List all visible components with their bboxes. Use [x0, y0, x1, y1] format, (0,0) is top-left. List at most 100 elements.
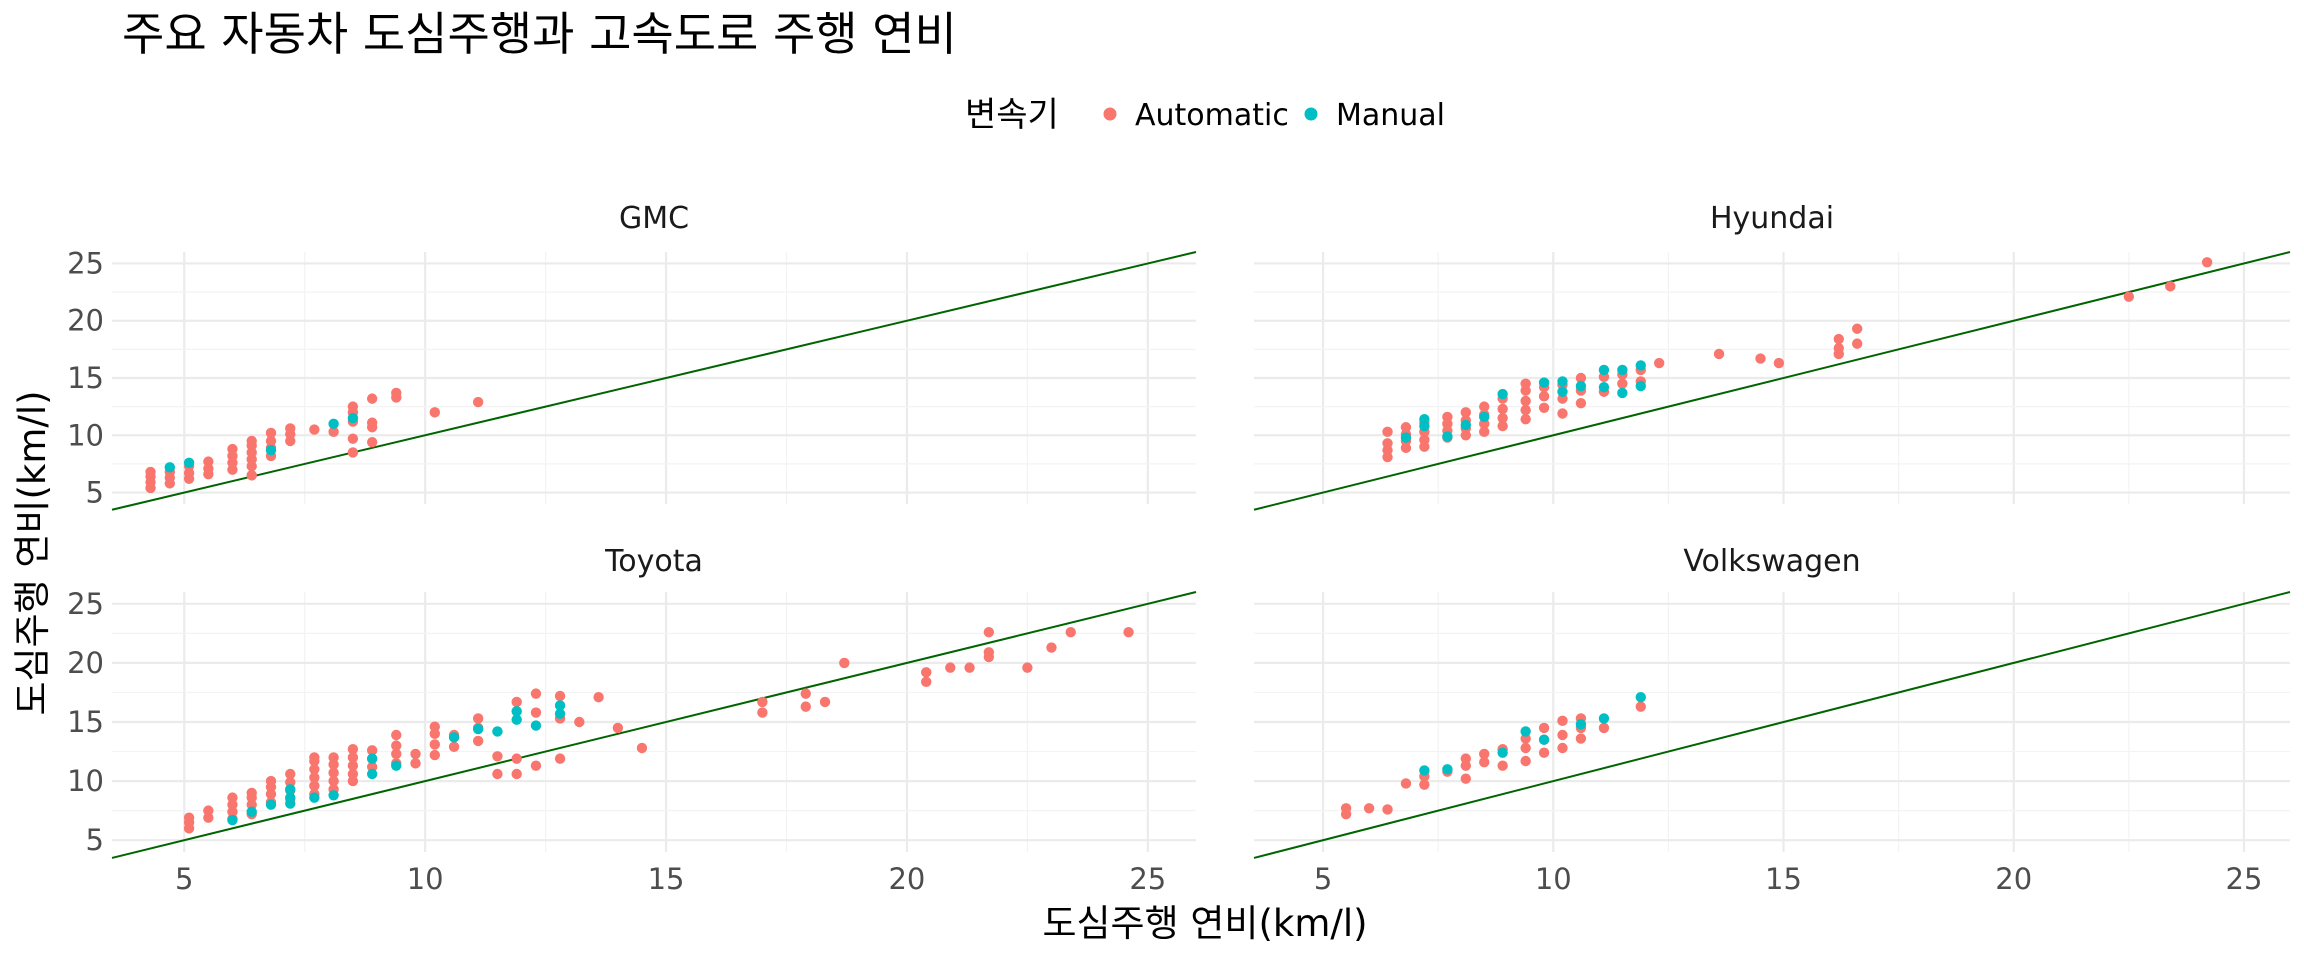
point-automatic [1479, 426, 1490, 438]
point-automatic [1382, 804, 1393, 815]
point-automatic [511, 696, 522, 708]
x-tick-label: 5 [175, 862, 193, 896]
point-automatic [1363, 803, 1375, 814]
point-automatic [757, 696, 768, 708]
point-automatic [285, 768, 296, 780]
x-tick-label: 10 [407, 862, 444, 896]
point-manual [1400, 432, 1412, 443]
points-volkswagen [1340, 691, 1646, 820]
point-automatic [1442, 411, 1453, 423]
point-manual [1575, 719, 1587, 730]
point-automatic [757, 707, 768, 718]
point-manual [1557, 386, 1568, 397]
point-automatic [1575, 372, 1587, 384]
chart-title: 주요 자동차 도심주행과 고속도로 주행 연비 [122, 7, 957, 61]
point-automatic [983, 647, 995, 658]
point-automatic [1833, 333, 1844, 345]
point-automatic [819, 696, 831, 708]
grid-volkswagen [1254, 592, 2290, 852]
point-manual [448, 732, 460, 743]
point-automatic [309, 772, 320, 783]
grid-hyundai [1254, 252, 2290, 504]
legend-label-manual: Manual [1336, 98, 1445, 133]
x-tick-label: 20 [888, 862, 925, 896]
point-automatic [347, 401, 359, 412]
point-automatic [636, 742, 648, 754]
y-tick-label: 15 [67, 705, 104, 739]
point-automatic [964, 662, 975, 673]
point-automatic [366, 436, 378, 448]
point-manual [1575, 380, 1587, 392]
point-manual [1520, 726, 1531, 737]
point-automatic [1538, 402, 1550, 413]
point-automatic [1340, 803, 1352, 814]
point-manual [1635, 380, 1646, 392]
point-automatic [1520, 742, 1531, 754]
point-manual [265, 444, 277, 456]
point-automatic [1497, 403, 1508, 415]
facet-label-toyota: Toyota [604, 544, 703, 579]
point-manual [366, 753, 378, 764]
point-manual [1538, 734, 1550, 745]
point-automatic [328, 775, 339, 787]
point-automatic [1479, 401, 1490, 412]
legend: 변속기 Automatic Manual [965, 95, 1445, 135]
point-automatic [1557, 729, 1568, 741]
point-automatic [183, 812, 195, 823]
point-manual [1497, 388, 1508, 400]
point-automatic [492, 751, 503, 762]
point-manual [511, 714, 522, 725]
point-automatic [1755, 353, 1766, 364]
point-automatic [265, 435, 277, 447]
y-tick-label: 5 [86, 823, 104, 857]
point-automatic [1851, 323, 1863, 334]
point-automatic [265, 427, 277, 439]
point-automatic [1460, 407, 1472, 418]
point-automatic [2165, 281, 2176, 292]
point-automatic [1460, 773, 1472, 784]
point-automatic [839, 657, 850, 669]
point-automatic [1520, 395, 1531, 407]
point-manual [1617, 387, 1628, 399]
point-automatic [309, 424, 320, 435]
point-automatic [309, 764, 320, 775]
point-automatic [246, 787, 257, 799]
point-automatic [800, 688, 811, 699]
point-manual [1419, 765, 1430, 776]
point-automatic [511, 768, 522, 780]
panel-volkswagen: Volkswagen 5 10 15 20 25 [1253, 544, 2291, 896]
point-automatic [391, 748, 402, 760]
point-manual [183, 457, 195, 468]
point-automatic [800, 701, 811, 712]
point-automatic [1400, 422, 1412, 433]
point-automatic [227, 792, 238, 803]
point-automatic [1382, 426, 1393, 438]
point-automatic [2123, 291, 2135, 302]
y-tick-label: 10 [67, 418, 104, 452]
reference-line [1253, 591, 2291, 859]
point-manual [1479, 411, 1490, 423]
point-automatic [1713, 348, 1725, 360]
point-automatic [1575, 733, 1587, 744]
point-automatic [554, 753, 566, 764]
point-automatic [1635, 701, 1646, 712]
legend-key-automatic [1103, 107, 1117, 121]
point-manual [246, 806, 257, 818]
facet-panels: GMC 5 10 15 20 25 Hyundai Toyota 5 10 15 20 25 5 10 15 2… [67, 201, 2291, 896]
point-automatic [1773, 357, 1785, 369]
point-manual [328, 790, 339, 801]
point-automatic [429, 721, 440, 732]
point-manual [164, 462, 176, 473]
x-tick-label: 15 [648, 862, 685, 896]
points-gmc [145, 387, 484, 494]
point-automatic [309, 780, 320, 792]
point-manual [492, 726, 503, 737]
legend-label-automatic: Automatic [1135, 98, 1289, 133]
point-automatic [1382, 438, 1393, 449]
point-automatic [1557, 408, 1568, 419]
point-automatic [429, 407, 440, 418]
point-automatic [391, 729, 402, 741]
panel-toyota: Toyota 5 10 15 20 25 5 10 15 20 25 [67, 544, 1197, 896]
x-tick-label: 15 [1765, 862, 1802, 896]
